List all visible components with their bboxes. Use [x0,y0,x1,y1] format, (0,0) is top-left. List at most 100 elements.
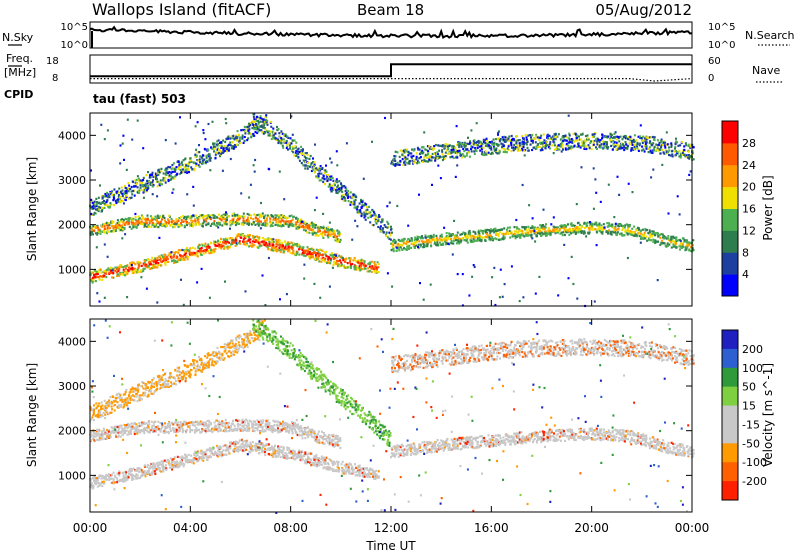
power-cell [596,143,599,146]
power-cell [122,266,125,269]
power-cell [533,146,536,149]
power-cell [411,159,414,162]
power-cell [681,246,683,249]
power-cell [222,151,225,154]
power-cell [676,195,679,198]
power-cell [180,278,182,281]
power-cell [164,219,166,222]
power-cell [306,157,309,160]
power-cell [438,241,441,244]
power-cell [358,264,361,267]
power-cell [505,228,508,231]
power-cell [97,270,100,273]
power-cell [158,263,161,266]
power-cell [115,192,118,195]
power-cell [427,160,429,163]
power-cell [179,116,181,119]
power-cell [103,243,106,246]
power-cell [570,145,573,148]
power-cell [513,143,516,146]
power-cell [186,171,189,174]
power-cell [475,149,478,153]
power-cell [268,244,271,247]
power-cell [540,147,543,150]
power-cell [500,228,502,231]
power-cell [118,226,121,229]
power-cell [386,272,389,275]
power-cell [316,234,319,237]
power-cell [353,268,356,271]
power-cell [434,143,437,147]
power-cell [454,175,457,178]
power-cell [313,161,316,164]
power-cell [162,172,165,175]
power-cell [650,142,653,145]
power-cell [153,259,156,262]
power-cell [672,243,675,246]
power-cell [447,235,450,238]
power-cell [444,143,447,146]
power-cell [155,174,158,177]
power-cell [289,144,291,147]
power-cell [605,135,608,138]
power-cell [301,253,304,256]
power-cell [197,245,200,248]
power-cell [276,125,278,129]
power-cell [274,223,277,226]
power-cell [452,156,455,160]
power-cell [219,240,222,243]
power-cell [253,118,256,121]
power-cell [468,229,471,233]
power-cell [196,250,199,253]
power-cell [519,144,522,147]
power-cell [610,230,612,233]
power-cell [450,149,453,152]
power-cell [669,238,672,241]
power-cell [213,220,216,223]
power-cell [180,258,183,261]
power-cell [263,122,266,125]
power-cell [307,249,309,252]
power-cell [156,301,159,304]
power-cell [529,234,532,237]
power-cell [520,229,523,232]
power-cell [642,140,644,143]
power-cell [495,143,498,146]
power-cell [271,224,274,227]
power-cell [486,143,489,146]
power-cell [481,150,484,154]
power-cell [582,232,585,235]
power-cell [121,199,124,202]
power-cell [514,235,517,238]
power-cell [258,236,261,239]
power-cell [330,230,333,233]
power-cell [562,139,565,142]
power-cell [112,227,115,230]
power-cell [538,145,541,148]
power-cell [547,227,550,230]
power-cell [418,240,421,243]
power-cell [410,246,413,249]
power-cell [495,238,498,241]
power-cell [683,145,686,148]
power-cell [172,188,175,191]
power-cell [282,146,285,149]
power-cell [283,247,286,250]
power-cell [465,239,468,242]
power-cell [93,211,96,214]
power-cell [368,211,371,214]
power-cell [493,266,496,269]
power-cell [311,231,314,234]
power-cell [107,196,110,199]
power-cell [126,223,129,226]
power-cell [238,240,241,243]
power-cell [238,222,240,225]
power-cell [157,262,160,265]
power-cell [242,235,245,238]
power-cell [418,152,421,156]
power-cell [433,239,436,242]
power-cell [583,147,586,150]
power-cell [434,159,437,162]
power-cell [159,179,162,182]
power-cell [242,221,245,224]
